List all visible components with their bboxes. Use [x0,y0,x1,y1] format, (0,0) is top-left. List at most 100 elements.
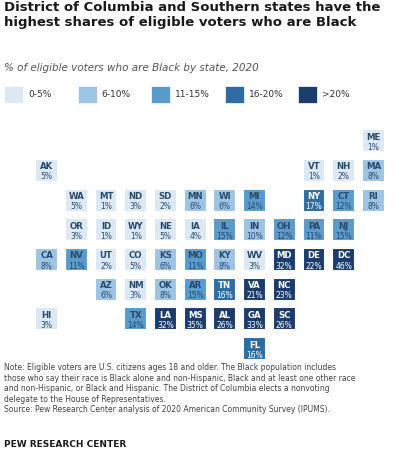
Text: CA: CA [40,252,53,260]
Text: VA: VA [248,281,261,290]
Text: NE: NE [159,222,172,231]
FancyBboxPatch shape [94,189,118,212]
Text: 46%: 46% [335,261,352,271]
Text: SC: SC [278,311,291,320]
Text: 15%: 15% [335,232,352,241]
Text: MT: MT [99,192,113,201]
FancyBboxPatch shape [273,278,296,301]
FancyBboxPatch shape [243,189,266,212]
FancyBboxPatch shape [184,189,207,212]
Text: 21%: 21% [246,291,263,300]
Text: AR: AR [189,281,202,290]
FancyBboxPatch shape [124,219,147,241]
Text: RI: RI [368,192,378,201]
FancyBboxPatch shape [273,248,296,271]
Text: >20%: >20% [322,90,350,99]
Text: 11-15%: 11-15% [175,90,210,99]
Text: 35%: 35% [187,321,204,330]
FancyBboxPatch shape [124,278,147,301]
Text: IN: IN [249,222,260,231]
Text: ME: ME [366,133,381,142]
FancyBboxPatch shape [243,337,266,360]
Text: LA: LA [160,311,171,320]
FancyBboxPatch shape [154,248,177,271]
FancyBboxPatch shape [35,248,58,271]
Text: 5%: 5% [130,261,142,271]
FancyBboxPatch shape [243,278,266,301]
Text: 3%: 3% [41,321,52,330]
Text: Note: Eligible voters are U.S. citizens ages 18 and older. The Black population : Note: Eligible voters are U.S. citizens … [4,363,356,414]
FancyBboxPatch shape [362,129,385,152]
Text: 6-10%: 6-10% [102,90,131,99]
Text: OR: OR [69,222,83,231]
Text: ID: ID [101,222,111,231]
Text: PA: PA [308,222,320,231]
Text: 32%: 32% [157,321,174,330]
Text: NJ: NJ [339,222,349,231]
FancyBboxPatch shape [124,189,147,212]
FancyBboxPatch shape [4,86,23,103]
Text: 33%: 33% [246,321,263,330]
Text: CO: CO [129,252,142,260]
Text: 14%: 14% [127,321,144,330]
Text: 1%: 1% [308,172,320,181]
Text: OH: OH [277,222,291,231]
FancyBboxPatch shape [243,219,266,241]
FancyBboxPatch shape [213,189,236,212]
Text: 3%: 3% [249,261,260,271]
Text: 16%: 16% [246,350,263,360]
Text: District of Columbia and Southern states have the
highest shares of eligible vot: District of Columbia and Southern states… [4,1,381,29]
FancyBboxPatch shape [94,278,118,301]
Text: 10%: 10% [246,232,263,241]
Text: MS: MS [188,311,202,320]
FancyBboxPatch shape [65,189,88,212]
FancyBboxPatch shape [184,248,207,271]
FancyBboxPatch shape [65,248,88,271]
FancyBboxPatch shape [302,219,326,241]
FancyBboxPatch shape [154,219,177,241]
FancyBboxPatch shape [273,308,296,330]
Text: MN: MN [187,192,203,201]
Text: 17%: 17% [306,202,323,211]
Text: 26%: 26% [216,321,233,330]
FancyBboxPatch shape [213,308,236,330]
FancyBboxPatch shape [243,248,266,271]
FancyBboxPatch shape [213,248,236,271]
FancyBboxPatch shape [94,219,118,241]
FancyBboxPatch shape [302,189,326,212]
Text: SD: SD [159,192,172,201]
FancyBboxPatch shape [184,308,207,330]
Text: MD: MD [276,252,292,260]
FancyBboxPatch shape [243,308,266,330]
Text: IL: IL [220,222,229,231]
Text: 4%: 4% [189,232,201,241]
FancyBboxPatch shape [273,219,296,241]
Text: AK: AK [40,162,53,171]
Text: 2%: 2% [160,202,171,211]
FancyBboxPatch shape [94,248,118,271]
FancyBboxPatch shape [225,86,244,103]
Text: MI: MI [249,192,260,201]
FancyBboxPatch shape [154,278,177,301]
Text: 6%: 6% [160,261,171,271]
Text: OK: OK [158,281,172,290]
Text: NV: NV [69,252,83,260]
Text: 32%: 32% [276,261,293,271]
Text: 5%: 5% [160,232,171,241]
Text: 8%: 8% [368,202,379,211]
Text: 14%: 14% [246,202,263,211]
FancyBboxPatch shape [35,308,58,330]
FancyBboxPatch shape [332,159,355,182]
Text: TX: TX [129,311,142,320]
Text: 1%: 1% [368,143,379,152]
Text: 8%: 8% [219,261,231,271]
Text: 12%: 12% [276,232,293,241]
FancyBboxPatch shape [362,159,385,182]
Text: 3%: 3% [130,202,142,211]
Text: 12%: 12% [336,202,352,211]
Text: 1%: 1% [100,232,112,241]
FancyBboxPatch shape [302,159,326,182]
FancyBboxPatch shape [362,189,385,212]
Text: GA: GA [248,311,261,320]
FancyBboxPatch shape [151,86,170,103]
